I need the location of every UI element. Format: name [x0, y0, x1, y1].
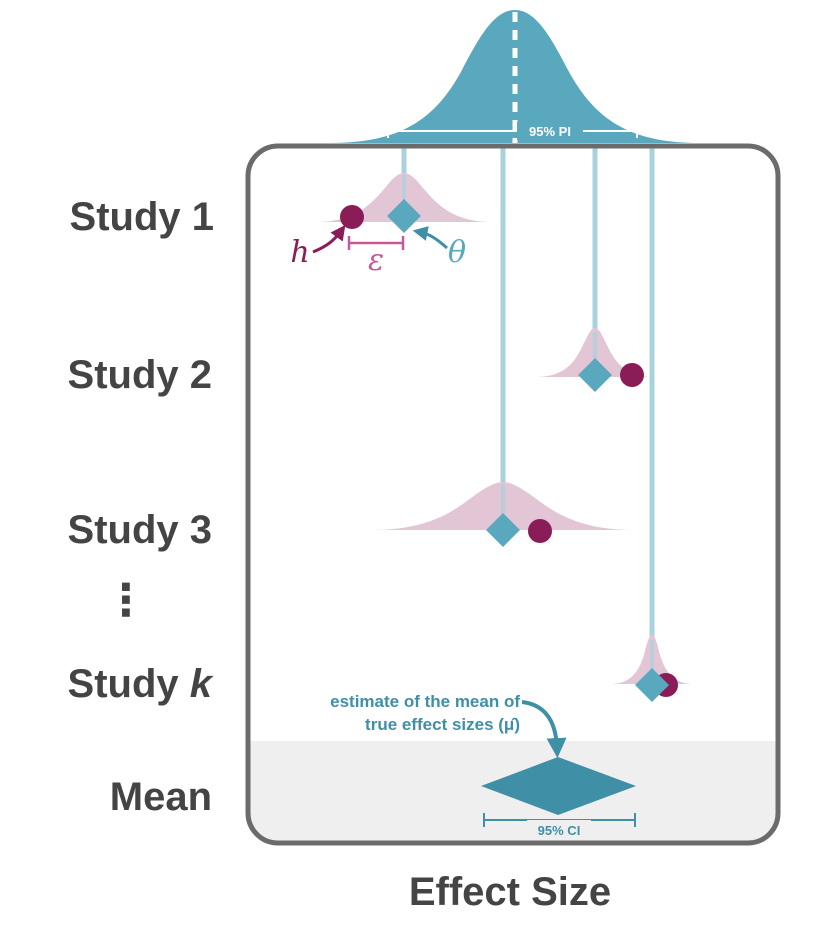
plot-frame [245, 143, 781, 846]
row-label-study-2: Study 2 [68, 353, 212, 397]
study-1-true-effect [387, 199, 421, 233]
study-k-variable: k [190, 662, 214, 706]
confidence-interval: 95% CI [483, 813, 636, 838]
row-label-study-1: Study 1 [70, 195, 214, 239]
study-1-observed-effect [340, 205, 364, 229]
study-2-observed-effect [620, 363, 644, 387]
study-k-true-effect [635, 668, 669, 702]
study-2-row [535, 328, 655, 392]
true-effects-distribution [330, 10, 700, 143]
study-1-row: ε h θ [290, 173, 493, 278]
theta-arrow [412, 226, 448, 250]
study-3-row [372, 482, 634, 547]
h-symbol: h [290, 235, 309, 270]
row-label-ellipsis: ⋮ [104, 575, 148, 626]
row-label-mean: Mean [110, 775, 212, 819]
error-bracket [347, 236, 405, 250]
row-label-study-3: Study 3 [68, 508, 212, 552]
pi-label: 95% PI [529, 124, 571, 139]
mean-estimate-diamond [481, 757, 636, 815]
epsilon-symbol: ε [368, 243, 384, 278]
h-arrow [312, 224, 346, 254]
x-axis-title: Effect Size [409, 870, 611, 914]
theta-symbol: θ [448, 235, 466, 270]
study-3-observed-effect [528, 519, 552, 543]
row-label-study-k: Study k [68, 662, 214, 706]
study-k-row [610, 635, 694, 702]
annotation-line-1: estimate of the mean of [330, 692, 520, 711]
ci-label: 95% CI [538, 823, 581, 838]
study-2-true-effect [578, 358, 612, 392]
prediction-interval: 95% PI [387, 122, 638, 140]
annotation-line-2: true effect sizes (μ̂) [365, 715, 520, 734]
study-k-prefix: Study [68, 662, 190, 706]
study-3-true-effect [486, 513, 520, 547]
annotation-arrow [521, 700, 567, 758]
